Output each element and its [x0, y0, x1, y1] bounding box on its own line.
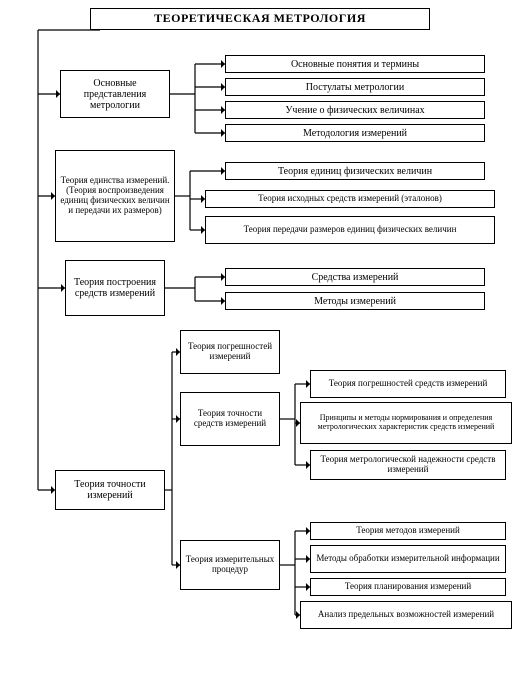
node-n4c4: Анализ предельных возможностей измерений [300, 601, 512, 629]
node-label: Методы обработки измерительной информаци… [316, 554, 499, 564]
node-n3: Теория построения средств измерений [65, 260, 165, 316]
node-label: Теория погрешностей измерений [185, 342, 275, 362]
node-label: Учение о физических величинах [285, 105, 424, 116]
node-label: Теория точности средств измерений [185, 409, 275, 429]
node-n4a: Теория погрешностей измерений [180, 330, 280, 374]
node-n4c3: Теория планирования измерений [310, 578, 506, 596]
node-n4b: Теория точности средств измерений [180, 392, 280, 446]
node-n4: Теория точности измерений [55, 470, 165, 510]
node-n1: Основные представления метрологии [60, 70, 170, 118]
node-label: ТЕОРЕТИЧЕСКАЯ МЕТРОЛОГИЯ [154, 12, 366, 25]
node-n2b: Теория исходных средств измерений (этало… [205, 190, 495, 208]
node-label: Теория точности измерений [60, 479, 160, 501]
node-n1c: Учение о физических величинах [225, 101, 485, 119]
node-label: Теория передачи размеров единиц физическ… [244, 225, 457, 235]
node-label: Теория построения средств измерений [70, 277, 160, 299]
node-n4b1: Теория погрешностей средств измерений [310, 370, 506, 398]
node-n1d: Методология измерений [225, 124, 485, 142]
node-label: Теория исходных средств измерений (этало… [258, 194, 442, 204]
node-label: Методология измерений [303, 128, 407, 139]
node-n4c1: Теория методов измерений [310, 522, 506, 540]
node-n4b3: Теория метрологической надежности средст… [310, 450, 506, 480]
node-n4c: Теория измерительных процедур [180, 540, 280, 590]
node-label: Постулаты метрологии [306, 82, 404, 93]
node-n4b2: Принципы и методы нормирования и определ… [300, 402, 512, 444]
node-root: ТЕОРЕТИЧЕСКАЯ МЕТРОЛОГИЯ [90, 8, 430, 30]
node-n2c: Теория передачи размеров единиц физическ… [205, 216, 495, 244]
node-label: Основные понятия и термины [291, 59, 419, 70]
node-label: Теория единиц физических величин [278, 166, 432, 177]
node-n2: Теория единства измерений. (Теория воспр… [55, 150, 175, 242]
node-label: Принципы и методы нормирования и определ… [305, 414, 507, 432]
node-label: Средства измерений [312, 272, 399, 283]
node-n1a: Основные понятия и термины [225, 55, 485, 73]
node-label: Теория планирования измерений [345, 582, 471, 592]
node-n4c2: Методы обработки измерительной информаци… [310, 545, 506, 573]
node-label: Основные представления метрологии [65, 78, 165, 111]
node-n3b: Методы измерений [225, 292, 485, 310]
node-label: Теория метрологической надежности средст… [315, 455, 501, 475]
node-label: Теория единства измерений. (Теория воспр… [60, 176, 170, 216]
node-n1b: Постулаты метрологии [225, 78, 485, 96]
node-label: Теория измерительных процедур [185, 555, 275, 575]
node-label: Теория погрешностей средств измерений [329, 379, 488, 389]
node-n3a: Средства измерений [225, 268, 485, 286]
node-label: Теория методов измерений [356, 526, 460, 536]
node-label: Методы измерений [314, 296, 396, 307]
node-label: Анализ предельных возможностей измерений [318, 610, 494, 620]
node-n2a: Теория единиц физических величин [225, 162, 485, 180]
